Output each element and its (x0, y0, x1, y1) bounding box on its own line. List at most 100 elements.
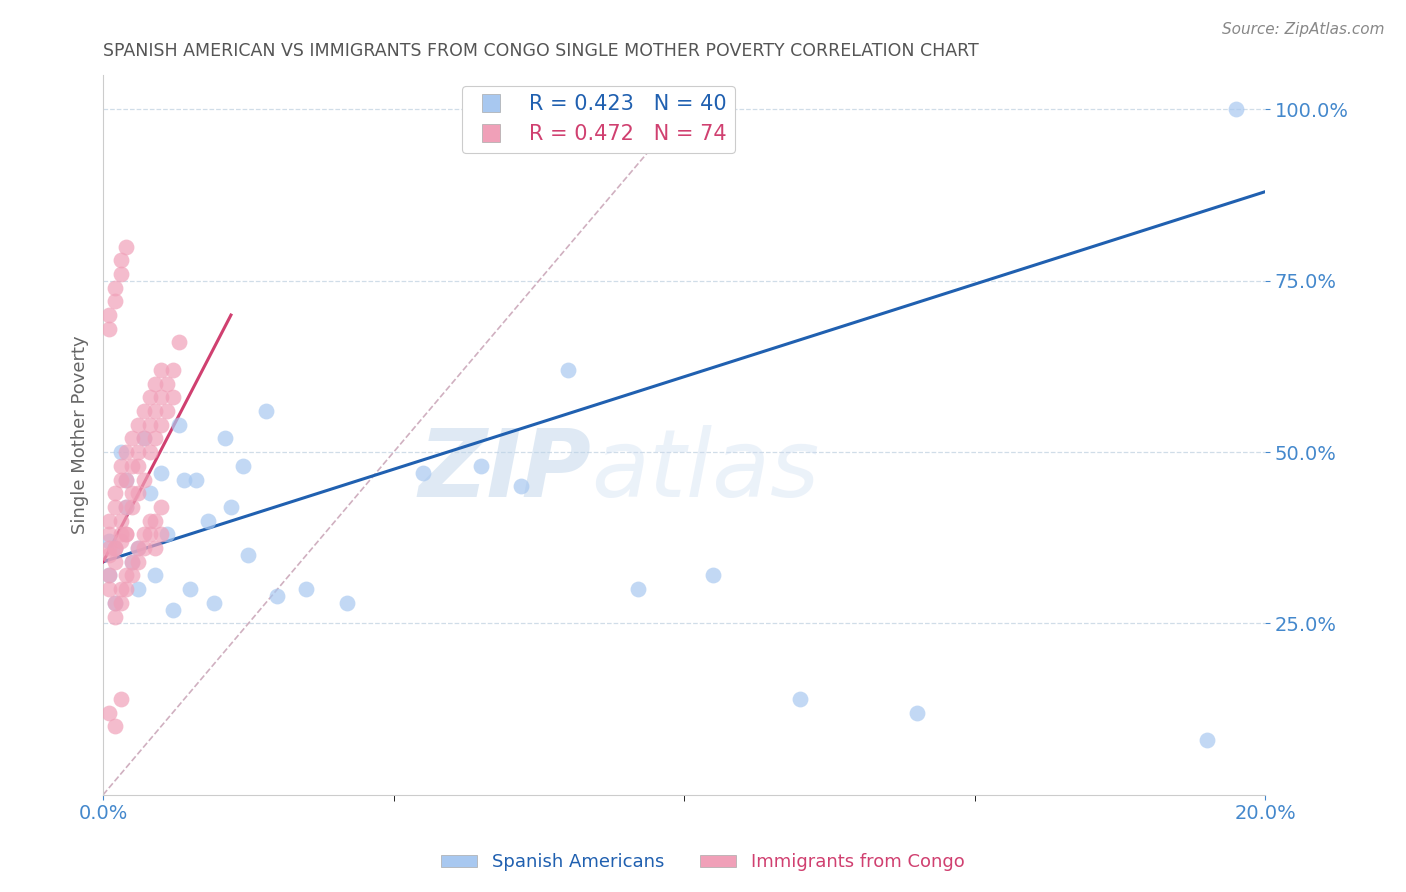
Point (104, 555, 127, 569)
Text: Source: ZipAtlas.com: Source: ZipAtlas.com (1222, 22, 1385, 37)
Point (127, 541, 149, 555)
Point (173, 473, 195, 487)
Point (557, 363, 579, 377)
Point (238, 548, 260, 562)
Text: SPANISH AMERICAN VS IMMIGRANTS FROM CONGO SINGLE MOTHER POVERTY CORRELATION CHAR: SPANISH AMERICAN VS IMMIGRANTS FROM CONG… (103, 42, 979, 60)
Point (121, 500, 143, 514)
Point (184, 473, 207, 487)
Point (127, 458, 149, 473)
Point (145, 431, 167, 445)
Point (97, 582, 120, 597)
Point (97, 527, 120, 541)
Point (97, 308, 120, 322)
Point (121, 431, 143, 445)
Point (110, 596, 132, 610)
Point (121, 458, 143, 473)
Point (162, 390, 184, 404)
Point (150, 527, 173, 541)
Point (179, 582, 201, 597)
Point (167, 335, 190, 350)
Point (115, 527, 138, 541)
Point (115, 500, 138, 514)
Point (145, 376, 167, 391)
Point (702, 568, 724, 582)
Point (104, 596, 127, 610)
Point (110, 514, 132, 528)
Point (110, 445, 132, 459)
Point (115, 445, 138, 459)
Text: ZIP: ZIP (418, 425, 591, 517)
Point (197, 514, 219, 528)
Point (115, 473, 138, 487)
Point (232, 458, 254, 473)
Point (121, 486, 143, 500)
Point (202, 596, 225, 610)
Point (104, 541, 127, 555)
Point (97, 514, 120, 528)
Point (97, 568, 120, 582)
Point (295, 582, 318, 597)
Point (110, 458, 132, 473)
Point (110, 473, 132, 487)
Point (121, 555, 143, 569)
Point (104, 294, 127, 309)
Point (145, 541, 167, 555)
Point (156, 404, 179, 418)
Point (150, 363, 173, 377)
Point (127, 486, 149, 500)
Point (110, 253, 132, 268)
Point (115, 473, 138, 487)
Point (266, 589, 288, 603)
Point (1195, 733, 1218, 747)
Point (110, 534, 132, 549)
Point (156, 527, 179, 541)
Point (110, 691, 132, 706)
Point (627, 582, 650, 597)
Point (150, 466, 173, 480)
Point (104, 541, 127, 555)
Point (115, 527, 138, 541)
Point (145, 404, 167, 418)
Point (97, 548, 120, 562)
Point (110, 582, 132, 597)
Point (110, 527, 132, 541)
Point (127, 541, 149, 555)
Point (156, 376, 179, 391)
Point (104, 719, 127, 733)
Point (145, 568, 167, 582)
Point (132, 527, 155, 541)
Legend: Spanish Americans, Immigrants from Congo: Spanish Americans, Immigrants from Congo (434, 847, 972, 879)
Point (127, 555, 149, 569)
Point (138, 527, 160, 541)
Point (104, 609, 127, 624)
Point (1225, 103, 1247, 117)
Point (150, 417, 173, 432)
Point (138, 514, 160, 528)
Point (150, 390, 173, 404)
Point (132, 541, 155, 555)
Point (167, 417, 190, 432)
Y-axis label: Single Mother Poverty: Single Mother Poverty (72, 335, 89, 534)
Point (219, 500, 242, 514)
Point (104, 280, 127, 294)
Point (104, 596, 127, 610)
Point (97, 706, 120, 720)
Point (138, 417, 160, 432)
Point (510, 479, 533, 493)
Point (127, 445, 149, 459)
Point (412, 466, 434, 480)
Point (470, 458, 492, 473)
Point (162, 603, 184, 617)
Point (115, 239, 138, 253)
Point (132, 431, 155, 445)
Point (97, 322, 120, 336)
Point (115, 582, 138, 597)
Point (121, 555, 143, 569)
Point (110, 267, 132, 281)
Point (138, 390, 160, 404)
Point (104, 486, 127, 500)
Point (150, 500, 173, 514)
Point (789, 691, 811, 706)
Point (97, 534, 120, 549)
Point (145, 514, 167, 528)
